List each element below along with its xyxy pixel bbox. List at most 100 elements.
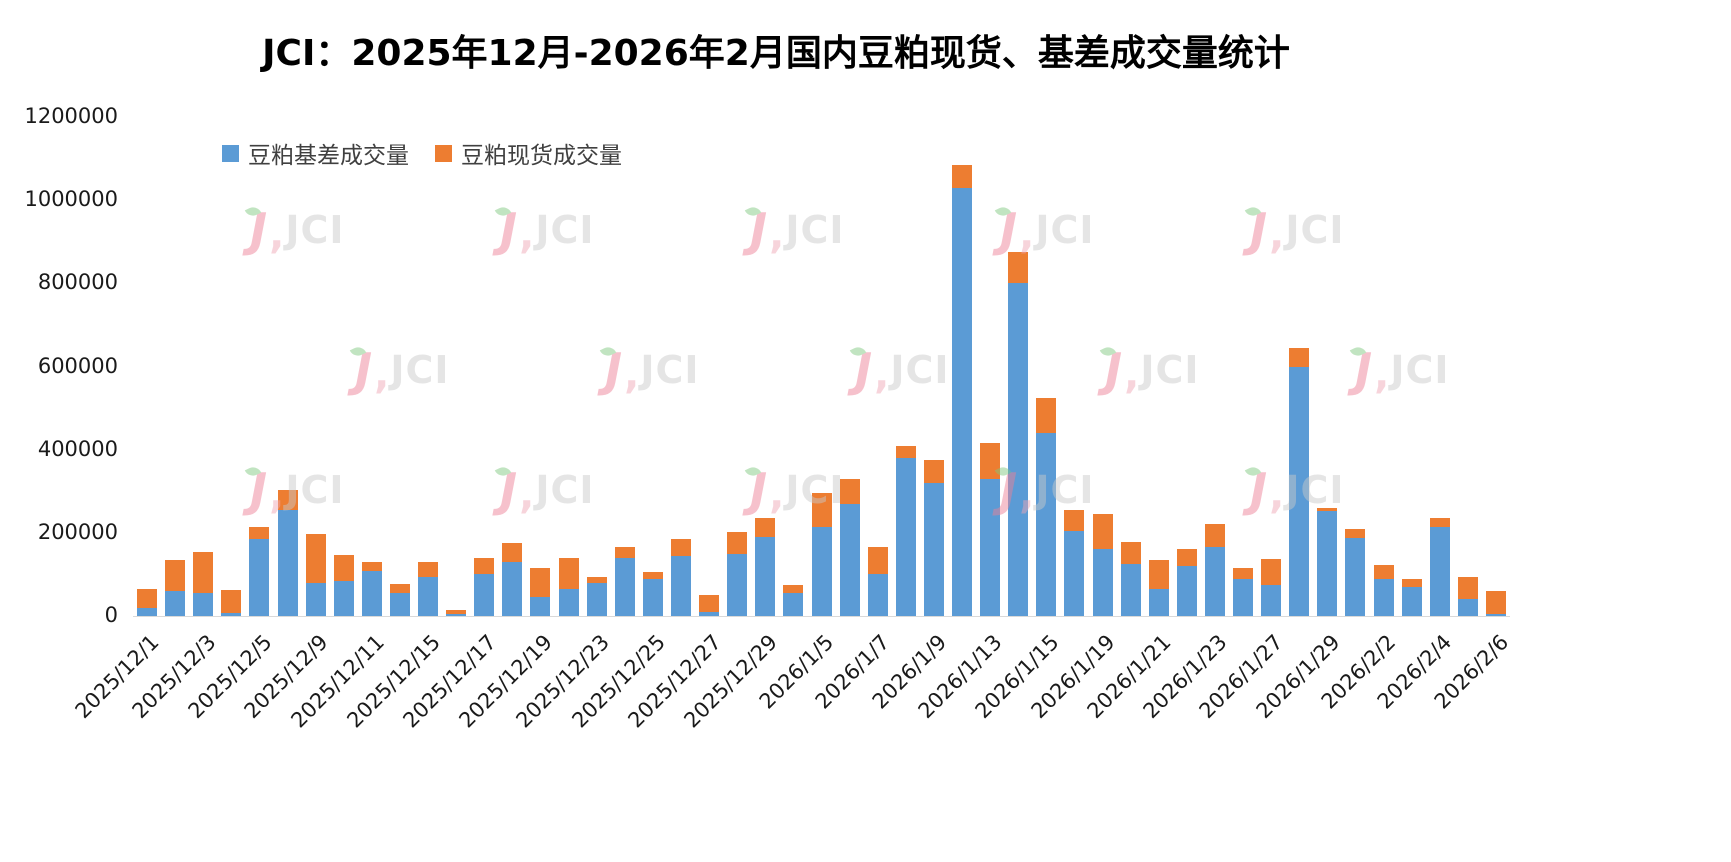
bar-segment-spot (221, 590, 242, 613)
bar-segment-spot (277, 490, 298, 510)
bar-segment-spot (1092, 514, 1113, 550)
bar-segment-spot (895, 445, 916, 458)
bar-segment-spot (1289, 347, 1310, 367)
bar-segment-basis (530, 597, 551, 616)
bar-group (474, 557, 495, 616)
bar-segment-basis (952, 187, 972, 616)
bar-segment-spot (1401, 579, 1422, 587)
x-axis-line (133, 616, 1510, 617)
bar-segment-basis (1289, 366, 1310, 616)
bar-group (1176, 549, 1197, 616)
bar-segment-spot (952, 164, 972, 188)
y-axis-tick-label: 0 (104, 603, 118, 627)
bar-group (446, 609, 467, 616)
bar-segment-spot (614, 547, 635, 558)
bar-segment-spot (811, 493, 832, 527)
bar-segment-spot (1120, 542, 1141, 565)
plot-area (133, 117, 1510, 616)
y-axis-tick-label: 1200000 (24, 104, 118, 128)
bar-segment-spot (586, 577, 607, 583)
bar-segment-basis (867, 574, 888, 616)
bar-segment-spot (249, 526, 270, 540)
bar-segment-basis (783, 593, 804, 616)
bar-segment-spot (1373, 565, 1394, 579)
y-axis-tick-label: 200000 (37, 519, 118, 544)
bar-segment-spot (193, 551, 214, 594)
bar-segment-basis (1092, 549, 1113, 616)
bar-segment-basis (586, 582, 607, 616)
bar-segment-basis (389, 593, 410, 616)
bar-segment-basis (558, 588, 579, 616)
bar-segment-spot (446, 609, 467, 614)
bar-segment-basis (614, 557, 635, 616)
bar-segment-spot (1345, 528, 1366, 538)
bar-segment-spot (1064, 509, 1085, 531)
bar-group (277, 490, 298, 616)
bar-segment-basis (305, 582, 326, 616)
bar-group (727, 531, 748, 616)
legend-label: 豆粕基差成交量 (248, 143, 409, 169)
bar-group (165, 559, 186, 616)
bar-segment-spot (1036, 397, 1057, 434)
bar-segment-basis (980, 478, 1001, 616)
bar-group (1373, 565, 1394, 616)
bar-segment-spot (1148, 559, 1169, 589)
bar-group (530, 568, 551, 616)
bar-segment-spot (1457, 576, 1478, 600)
bar-segment-spot (923, 460, 944, 483)
bar-group (333, 554, 354, 616)
legend-swatch-icon (435, 144, 452, 162)
bar-segment-basis (1345, 537, 1366, 616)
bar-group (1233, 568, 1254, 616)
bar-segment-basis (923, 482, 944, 616)
bar-segment-spot (305, 534, 326, 583)
bar-group (1429, 518, 1450, 616)
bar-segment-spot (670, 539, 691, 556)
bar-segment-basis (1204, 547, 1225, 616)
bar-group (1345, 528, 1366, 616)
bar-segment-basis (1429, 526, 1450, 616)
bar-segment-basis (361, 571, 382, 616)
bar-segment-spot (699, 595, 720, 612)
y-axis-tick-label: 600000 (37, 353, 118, 378)
bar-segment-basis (137, 607, 158, 616)
bar-group (1457, 576, 1478, 616)
bar-segment-spot (474, 557, 495, 575)
bar-group (1120, 542, 1141, 616)
bar-segment-spot (530, 568, 551, 598)
bar-segment-spot (418, 561, 439, 578)
bar-group (502, 543, 523, 616)
bar-segment-spot (755, 518, 776, 537)
bar-group (1485, 591, 1506, 616)
bar-group (1148, 559, 1169, 616)
bar-segment-basis (1485, 613, 1506, 616)
bar-segment-basis (839, 503, 860, 616)
bar-group (1064, 509, 1085, 616)
bar-segment-spot (1176, 549, 1197, 567)
bar-group (137, 588, 158, 616)
bar-group (305, 534, 326, 616)
bar-group (1204, 523, 1225, 616)
bar-group (1092, 514, 1113, 616)
y-axis-tick-label: 800000 (37, 270, 118, 295)
bar-segment-spot (980, 443, 1001, 479)
bar-group (1261, 558, 1282, 616)
legend-item-basis: 豆粕基差成交量 (222, 136, 409, 170)
bar-segment-spot (727, 531, 748, 554)
chart-title: JCI：2025年12月-2026年2月国内豆粕现货、基差成交量统计 (262, 33, 1290, 74)
bar-group (783, 584, 804, 616)
bar-segment-basis (193, 593, 214, 616)
bar-segment-basis (1373, 578, 1394, 616)
bar-segment-basis (1317, 511, 1338, 616)
bar-segment-basis (895, 457, 916, 616)
bar-segment-basis (1233, 578, 1254, 616)
bar-group (193, 551, 214, 616)
y-axis-tick-label: 1000000 (24, 187, 118, 212)
bar-segment-basis (165, 591, 186, 616)
bar-group (1289, 347, 1310, 616)
bar-group (1036, 397, 1057, 616)
legend-swatch-icon (222, 144, 239, 162)
bar-segment-basis (1036, 433, 1057, 616)
bar-group (755, 518, 776, 616)
bar-group (670, 539, 691, 616)
